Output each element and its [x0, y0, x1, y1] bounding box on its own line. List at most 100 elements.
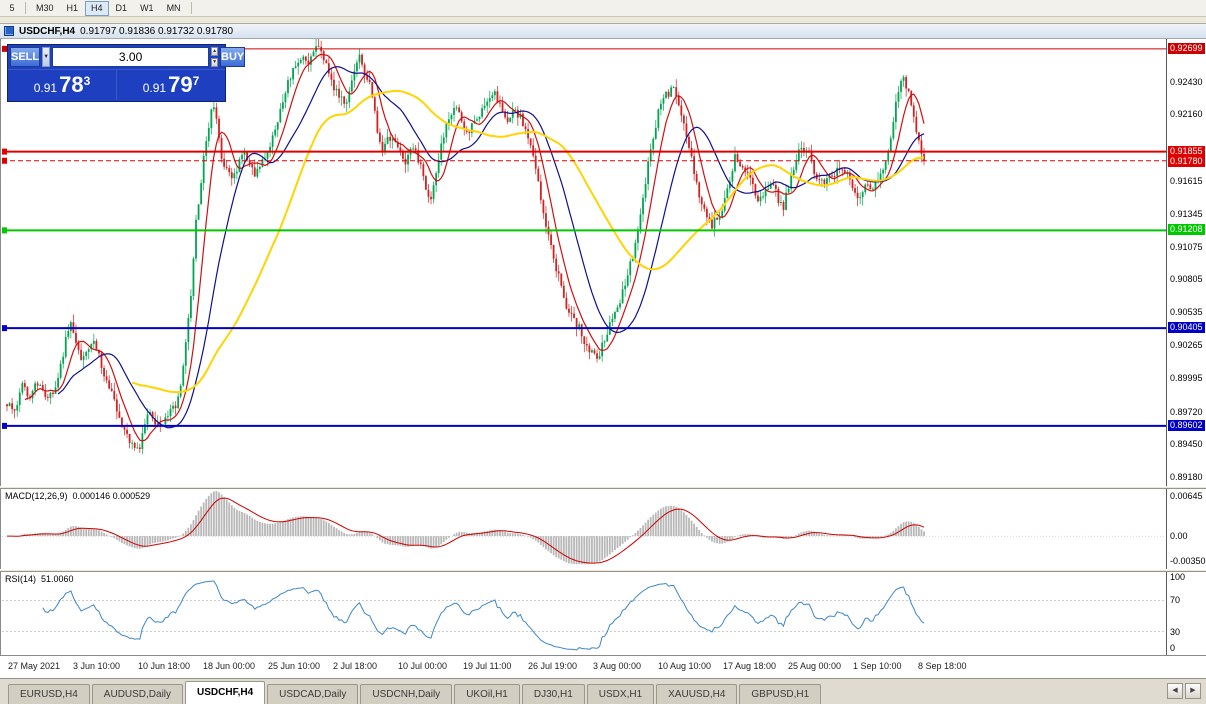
price-tick-label: 0.92160 [1170, 109, 1203, 120]
time-axis-label: 10 Jun 18:00 [138, 661, 191, 671]
time-axis-label: 27 May 2021 [8, 661, 61, 671]
line-left-marker [2, 148, 7, 155]
line-left-marker [2, 422, 7, 429]
rsi-canvas[interactable] [2, 572, 1166, 655]
chart-tab[interactable]: USDCAD,Daily [267, 684, 359, 704]
timeframe-h4-button[interactable]: H4 [85, 0, 109, 16]
tab-scroll-buttons: ◀ ▶ [1167, 683, 1201, 699]
time-axis-label: 8 Sep 18:00 [918, 661, 967, 671]
price-tick-label: 0.89180 [1170, 472, 1203, 483]
chart-tab[interactable]: GBPUSD,H1 [739, 684, 822, 704]
ma-50-line [131, 89, 924, 394]
chart-tab[interactable]: UKOil,H1 [454, 684, 520, 704]
tab-scroll-left-button[interactable]: ◀ [1167, 683, 1183, 699]
macd-histogram [8, 491, 925, 565]
price-tick-label: 0.91075 [1170, 241, 1203, 252]
sell-price-pip: 3 [83, 74, 91, 88]
rsi-pane[interactable]: RSI(14) 51.0060 [0, 572, 1166, 655]
sell-price-prefix: 0.91 [33, 80, 58, 95]
rsi-axis-label: 70 [1170, 595, 1181, 606]
price-tick-label: 0.90535 [1170, 307, 1203, 318]
price-chart-canvas[interactable] [2, 39, 1166, 487]
buy-price-big: 79 [168, 72, 193, 97]
time-axis-label: 10 Aug 10:00 [658, 661, 712, 671]
chart-tabbar: EURUSD,H4 AUDUSD,Daily USDCHF,H4 USDCAD,… [0, 678, 1206, 704]
chart-tab[interactable]: USDCNH,Daily [360, 684, 453, 704]
line-left-marker [2, 227, 7, 234]
time-axis-label: 17 Aug 18:00 [723, 661, 777, 671]
chart-tab[interactable]: USDCHF,H4 [185, 681, 266, 704]
line-left-marker [2, 45, 7, 52]
volume-dropdown-button[interactable]: ▼ [42, 47, 51, 67]
buy-price-pip: 7 [192, 74, 200, 88]
macd-canvas[interactable] [2, 489, 1166, 569]
time-axis-label: 2 Jul 18:00 [333, 661, 378, 671]
rsi-line [42, 580, 925, 651]
pane-splitter[interactable] [0, 486, 1206, 489]
rsi-label: RSI(14) 51.0060 [5, 574, 74, 584]
volume-spinner: ▲ ▼ [211, 47, 219, 67]
time-axis-label: 10 Jul 00:00 [398, 661, 448, 671]
time-axis-label: 25 Aug 00:00 [788, 661, 842, 671]
rsi-axis-label: 100 [1170, 572, 1186, 582]
time-axis-label: 3 Aug 00:00 [593, 661, 642, 671]
candle-bodies-down [6, 46, 925, 449]
sell-price[interactable]: 0.91 78 3 [8, 70, 116, 100]
pane-splitter[interactable] [0, 569, 1206, 572]
hline-price-badge: 0.91208 [1168, 224, 1205, 236]
hline-price-badge: 0.89602 [1168, 419, 1205, 431]
toolbar-separator [190, 2, 192, 14]
order-panel-controls: SELL ▼ ▲ ▼ BUY [8, 45, 246, 69]
tab-scroll-right-button[interactable]: ▶ [1185, 683, 1201, 699]
price-tick-label: 0.91345 [1170, 208, 1203, 219]
timeframe-d1-button[interactable]: D1 [109, 0, 134, 16]
price-tick-label: 0.89720 [1170, 406, 1203, 417]
macd-name: MACD(12,26,9) [5, 491, 68, 501]
time-axis-label: 1 Sep 10:00 [853, 661, 902, 671]
timeframe-m5-button[interactable]: 5 [3, 0, 21, 16]
chart-title-ohlc: 0.91797 0.91836 0.91732 0.91780 [80, 25, 234, 37]
timeframe-mn-button[interactable]: MN [160, 0, 187, 16]
chart-tab[interactable]: DJ30,H1 [521, 684, 585, 704]
chart-tab[interactable]: USDX,H1 [586, 684, 655, 704]
timeframe-h1-button[interactable]: H1 [60, 0, 85, 16]
macd-pane[interactable]: MACD(12,26,9) 0.000146 0.000529 [0, 489, 1166, 569]
macd-axis-label: 0.00 [1170, 531, 1188, 542]
volume-increase-button[interactable]: ▲ [211, 47, 219, 56]
macd-signal-line [7, 497, 925, 564]
macd-values: 0.000146 0.000529 [72, 491, 151, 501]
timeframe-m30-button[interactable]: M30 [30, 0, 60, 16]
macd-axis-label: -0.00350 [1170, 556, 1206, 567]
time-axis-label: 18 Jun 00:00 [203, 661, 256, 671]
sell-price-big: 78 [59, 72, 84, 97]
toolbar-separator [25, 2, 26, 14]
macd-label: MACD(12,26,9) 0.000146 0.000529 [5, 491, 150, 501]
volume-decrease-button[interactable]: ▼ [211, 58, 219, 67]
price-axis[interactable]: 0.92430 0.92160 0.91615 0.91345 0.91075 0.908… [1166, 39, 1206, 655]
price-tick-label: 0.89995 [1170, 373, 1203, 384]
ma-8-line [24, 53, 925, 442]
price-tick-label: 0.90265 [1170, 340, 1203, 351]
timeframe-toolbar: 5 M30 H1 H4 D1 W1 MN [0, 0, 1206, 17]
chart-window-titlebar[interactable]: USDCHF,H4 0.91797 0.91836 0.91732 0.9178… [0, 23, 1206, 39]
chart-tab[interactable]: EURUSD,H4 [8, 684, 90, 704]
rsi-name: RSI(14) [5, 574, 37, 584]
timeframe-w1-button[interactable]: W1 [134, 0, 160, 16]
volume-input[interactable] [52, 47, 210, 67]
time-axis-label: 19 Jul 11:00 [463, 661, 512, 671]
price-tick-label: 0.90805 [1170, 274, 1203, 285]
time-axis[interactable]: 27 May 2021 3 Jun 10:00 10 Jun 18:00 18 Jun… [0, 655, 1206, 678]
buy-button[interactable]: BUY [220, 47, 246, 67]
macd-axis-label: 0.00645 [1170, 491, 1203, 501]
buy-price[interactable]: 0.91 79 7 [116, 70, 225, 100]
chart-tab[interactable]: AUDUSD,Daily [91, 684, 184, 704]
current-price-badge: 0.91780 [1168, 155, 1205, 167]
rsi-axis-label: 0 [1170, 643, 1176, 653]
chart-tab[interactable]: XAUUSD,H4 [656, 684, 738, 704]
price-tick-label: 0.89450 [1170, 439, 1203, 450]
ma-21-line [57, 66, 925, 429]
sell-button[interactable]: SELL [10, 47, 41, 67]
order-panel-prices: 0.91 78 3 0.91 79 7 [8, 69, 225, 100]
